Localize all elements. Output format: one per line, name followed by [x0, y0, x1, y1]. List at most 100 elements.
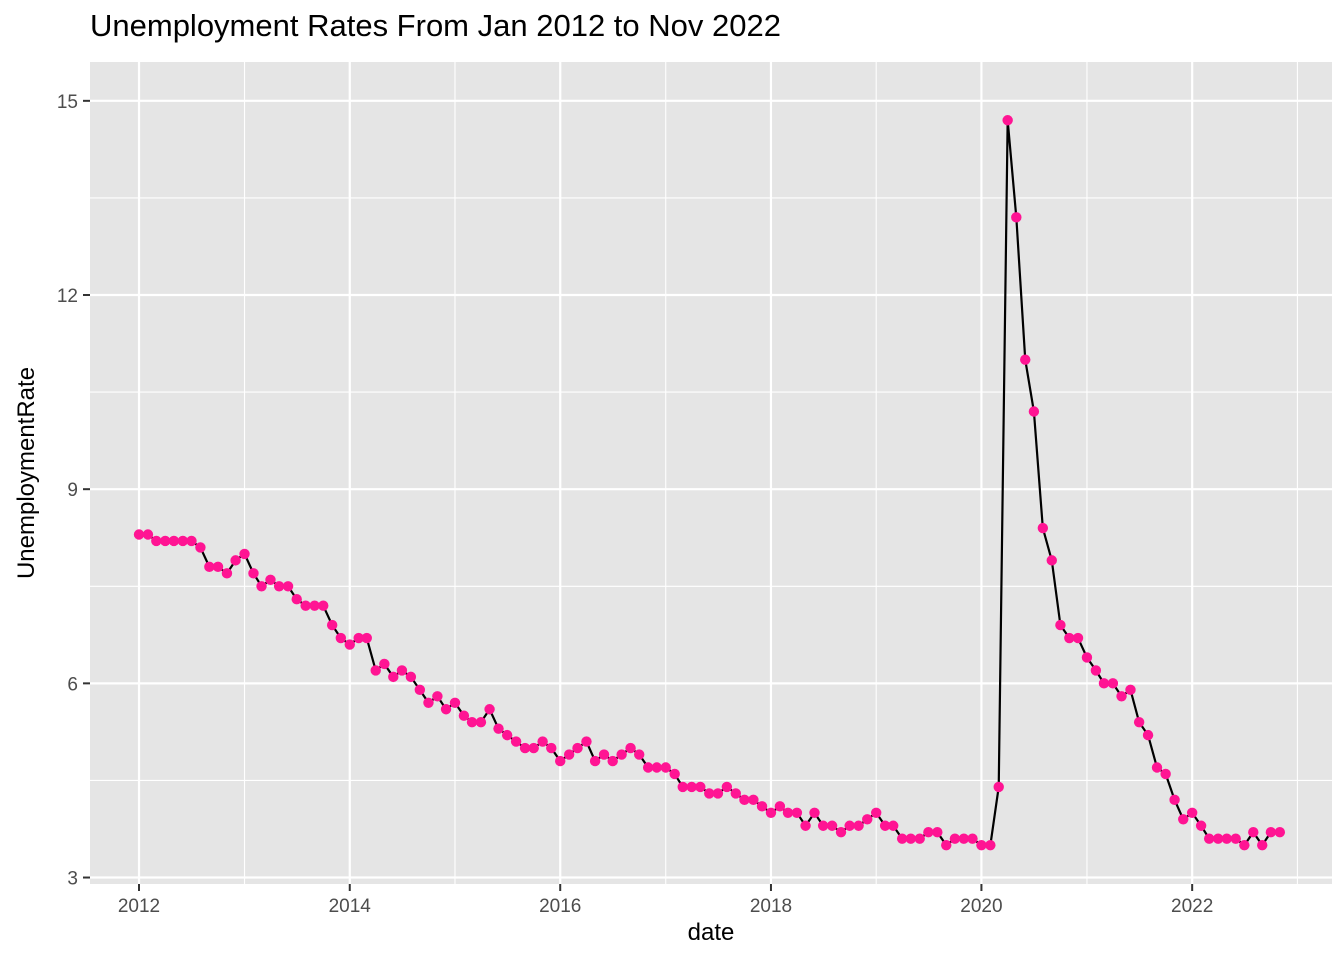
x-tick-label: 2020 — [960, 896, 1002, 917]
data-point — [186, 535, 197, 547]
data-point — [326, 619, 338, 631]
data-point — [739, 794, 750, 806]
data-point — [204, 561, 215, 573]
data-point — [142, 529, 154, 540]
x-tick-label: 2016 — [539, 896, 581, 917]
data-point — [958, 833, 970, 844]
data-point — [265, 574, 276, 585]
data-point — [634, 749, 645, 760]
data-point — [344, 639, 355, 650]
data-point — [835, 827, 847, 838]
y-tick-label: 15 — [57, 92, 78, 113]
data-point — [677, 781, 688, 793]
data-point — [1257, 839, 1268, 851]
data-point — [967, 833, 978, 844]
y-axis-title: UnemploymentRate — [13, 367, 40, 579]
data-point — [853, 820, 864, 831]
data-point — [1212, 833, 1224, 844]
data-point — [405, 671, 417, 683]
data-point — [721, 781, 733, 793]
data-point — [1107, 678, 1119, 689]
data-point — [501, 729, 513, 741]
data-point — [589, 755, 601, 767]
data-point — [309, 600, 320, 611]
data-point — [905, 833, 916, 844]
x-tick-label: 2022 — [1171, 896, 1213, 917]
data-point — [817, 820, 829, 831]
data-point — [1046, 555, 1057, 566]
data-point — [791, 807, 803, 818]
data-point — [1195, 820, 1207, 831]
data-point — [484, 704, 495, 715]
y-tick-labels: 3 6 9 12 15 — [57, 92, 78, 890]
data-point — [572, 742, 583, 754]
data-point — [1125, 684, 1136, 696]
data-point — [1116, 691, 1127, 702]
data-point — [695, 781, 706, 793]
data-point — [318, 600, 329, 611]
data-point — [449, 697, 461, 708]
chart-title: Unemployment Rates From Jan 2012 to Nov … — [90, 8, 781, 43]
data-point — [1002, 115, 1013, 126]
data-point — [537, 736, 548, 747]
data-point — [335, 632, 347, 644]
data-point — [941, 839, 952, 851]
data-point — [379, 658, 390, 670]
y-tick-label: 12 — [57, 286, 78, 307]
data-point — [1265, 827, 1277, 838]
x-tick-label: 2012 — [118, 896, 160, 917]
data-point — [493, 723, 504, 734]
data-point — [642, 762, 654, 773]
data-point — [1011, 212, 1022, 223]
data-point — [1142, 729, 1154, 741]
data-point — [616, 749, 627, 760]
data-point — [730, 788, 741, 799]
data-point — [1178, 814, 1189, 825]
x-tick-label: 2018 — [750, 896, 792, 917]
data-point — [396, 665, 408, 676]
data-point — [625, 742, 636, 754]
data-point — [282, 581, 294, 592]
data-point — [896, 833, 908, 844]
data-point — [1064, 632, 1075, 644]
data-point — [528, 742, 539, 754]
data-point — [669, 768, 680, 780]
data-point — [914, 833, 925, 844]
y-tick-label: 9 — [67, 480, 78, 501]
data-point — [607, 755, 618, 767]
data-point — [993, 781, 1004, 793]
y-tick-label: 3 — [67, 869, 78, 890]
data-point — [871, 807, 882, 818]
data-point — [765, 807, 777, 818]
data-point — [353, 632, 364, 644]
data-point — [1169, 794, 1180, 806]
data-point — [1230, 833, 1241, 844]
data-point — [458, 710, 470, 721]
data-point — [1028, 406, 1040, 417]
data-point — [985, 839, 996, 851]
data-point — [370, 665, 381, 676]
data-point — [1186, 807, 1198, 818]
data-point — [1248, 827, 1259, 838]
data-point — [212, 561, 224, 573]
data-point — [949, 833, 961, 844]
data-point — [466, 716, 478, 728]
data-point — [1037, 522, 1049, 534]
data-point — [563, 749, 575, 760]
y-tick-label: 6 — [67, 674, 78, 695]
data-point — [686, 781, 697, 793]
data-point — [1151, 762, 1163, 773]
data-point — [1055, 619, 1066, 631]
data-point — [1221, 833, 1232, 844]
data-point — [1133, 716, 1145, 728]
data-point — [1203, 833, 1215, 844]
data-point — [932, 827, 943, 838]
data-point — [195, 542, 206, 553]
data-point — [756, 801, 768, 812]
data-point — [581, 736, 592, 747]
data-point — [712, 788, 724, 799]
data-point — [976, 839, 987, 851]
data-point — [239, 548, 250, 560]
data-point — [230, 555, 241, 566]
